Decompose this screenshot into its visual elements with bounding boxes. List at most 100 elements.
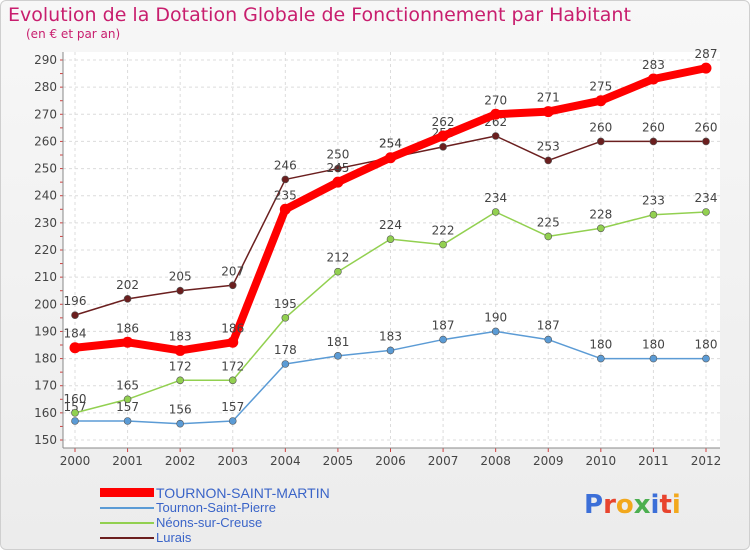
- x-tick-label: 2009: [533, 454, 564, 468]
- y-tick-label: 290: [34, 53, 57, 67]
- data-label: 186: [221, 321, 244, 335]
- data-label: 180: [642, 338, 665, 352]
- legend-swatch: [100, 506, 154, 509]
- chart-subtitle: (en € et par an): [26, 27, 121, 41]
- y-tick-label: 280: [34, 80, 57, 94]
- data-point: [281, 314, 290, 322]
- data-point: [228, 281, 237, 290]
- data-label: 275: [589, 80, 612, 94]
- data-label: 234: [695, 191, 718, 205]
- data-point: [595, 95, 607, 107]
- legend-swatch: [100, 521, 154, 524]
- data-point: [544, 232, 553, 241]
- data-label: 202: [116, 278, 139, 292]
- data-label: 160: [64, 392, 87, 406]
- data-point: [647, 73, 659, 85]
- data-point: [227, 336, 239, 348]
- data-point: [439, 143, 447, 151]
- y-tick-label: 150: [34, 433, 57, 447]
- data-point: [386, 346, 395, 355]
- data-label: 235: [274, 188, 297, 202]
- y-tick-label: 270: [34, 107, 57, 121]
- data-point: [123, 417, 132, 425]
- data-label: 254: [379, 137, 402, 151]
- legend-label: TOURNON-SAINT-MARTIN: [156, 484, 330, 501]
- data-point: [649, 210, 658, 219]
- data-label: 207: [221, 264, 244, 278]
- data-label: 187: [537, 319, 560, 333]
- data-point: [334, 164, 342, 173]
- data-label: 157: [64, 400, 87, 414]
- data-point: [228, 376, 237, 385]
- x-tick-label: 2003: [217, 454, 248, 468]
- x-tick-label: 2005: [323, 454, 354, 468]
- data-point: [490, 108, 502, 120]
- x-tick-label: 2006: [375, 454, 406, 468]
- x-tick-label: 2010: [586, 454, 617, 468]
- data-point: [386, 235, 395, 243]
- data-point: [122, 336, 134, 348]
- data-label: 165: [116, 378, 139, 392]
- data-point: [597, 354, 605, 363]
- data-label: 196: [64, 294, 87, 308]
- data-point: [544, 335, 553, 344]
- data-label: 187: [432, 319, 455, 333]
- data-point: [439, 335, 447, 344]
- data-point: [228, 417, 237, 425]
- x-tick-label: 2004: [270, 454, 301, 468]
- data-point: [437, 130, 449, 142]
- data-label: 190: [484, 310, 507, 324]
- y-tick-label: 180: [34, 352, 57, 366]
- data-label: 260: [589, 120, 612, 134]
- data-label: 283: [642, 58, 665, 72]
- data-point: [597, 137, 605, 146]
- data-point: [491, 327, 500, 336]
- data-label: 287: [695, 47, 718, 61]
- data-label: 205: [169, 270, 192, 284]
- data-label: 254: [379, 137, 402, 151]
- data-label: 270: [484, 93, 507, 107]
- x-tick-label: 2012: [691, 454, 722, 468]
- data-label: 245: [326, 161, 349, 175]
- data-point: [544, 156, 553, 165]
- data-point: [176, 376, 184, 385]
- data-point: [649, 354, 658, 363]
- data-point: [649, 137, 658, 146]
- data-label: 224: [379, 218, 402, 232]
- data-point: [702, 354, 710, 363]
- data-point: [334, 352, 342, 360]
- y-tick-label: 250: [34, 162, 57, 176]
- x-tick-label: 2000: [60, 454, 91, 468]
- data-point: [71, 409, 79, 417]
- data-label: 180: [589, 338, 612, 352]
- data-label: 246: [274, 158, 297, 172]
- data-point: [71, 311, 79, 319]
- x-tick-label: 2011: [638, 454, 669, 468]
- data-label: 262: [432, 115, 455, 129]
- y-tick-label: 200: [34, 297, 57, 311]
- data-label: 228: [589, 207, 612, 221]
- data-point: [700, 62, 712, 74]
- data-label: 184: [64, 327, 87, 341]
- y-tick-label: 240: [34, 189, 57, 203]
- legend-item: Néons-sur-Creuse: [100, 515, 330, 530]
- y-tick-label: 210: [34, 270, 57, 284]
- data-point: [176, 419, 184, 428]
- data-label: 260: [695, 120, 718, 134]
- legend-item: TOURNON-SAINT-MARTIN: [100, 484, 330, 501]
- x-tick-label: 2007: [428, 454, 459, 468]
- data-label: 180: [695, 338, 718, 352]
- chart-legend: TOURNON-SAINT-MARTIN Tournon-Saint-Pierre…: [100, 485, 330, 545]
- data-point: [279, 203, 291, 215]
- data-point: [491, 208, 500, 216]
- data-label: 157: [221, 400, 244, 414]
- data-label: 253: [537, 139, 560, 153]
- data-point: [281, 175, 290, 184]
- y-tick-label: 230: [34, 216, 57, 230]
- x-tick-label: 2002: [165, 454, 196, 468]
- legend-swatch: [100, 488, 154, 497]
- y-tick-label: 170: [34, 379, 57, 393]
- data-point: [281, 360, 290, 368]
- chart-title: Evolution de la Dotation Globale de Fonc…: [8, 4, 631, 26]
